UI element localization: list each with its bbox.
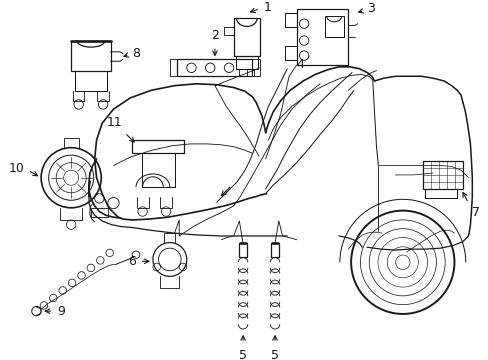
Text: 5: 5 <box>270 349 279 360</box>
Bar <box>233 18 260 55</box>
Bar <box>132 140 183 153</box>
Bar <box>324 16 343 37</box>
Bar <box>71 41 110 71</box>
Bar <box>423 161 462 189</box>
Bar <box>91 208 108 217</box>
Text: 10: 10 <box>8 162 24 175</box>
Text: 5: 5 <box>239 349 246 360</box>
Bar <box>235 55 258 69</box>
Text: 9: 9 <box>57 305 65 318</box>
Text: 7: 7 <box>471 206 479 219</box>
Text: 3: 3 <box>366 2 374 15</box>
Text: 1: 1 <box>263 1 271 14</box>
Text: 6: 6 <box>128 255 136 268</box>
Text: 2: 2 <box>210 30 219 42</box>
Bar <box>75 71 107 91</box>
Text: 4: 4 <box>296 58 304 72</box>
Text: 11: 11 <box>107 116 122 129</box>
Bar <box>296 9 347 65</box>
Text: 8: 8 <box>132 47 140 60</box>
Bar <box>177 59 252 76</box>
